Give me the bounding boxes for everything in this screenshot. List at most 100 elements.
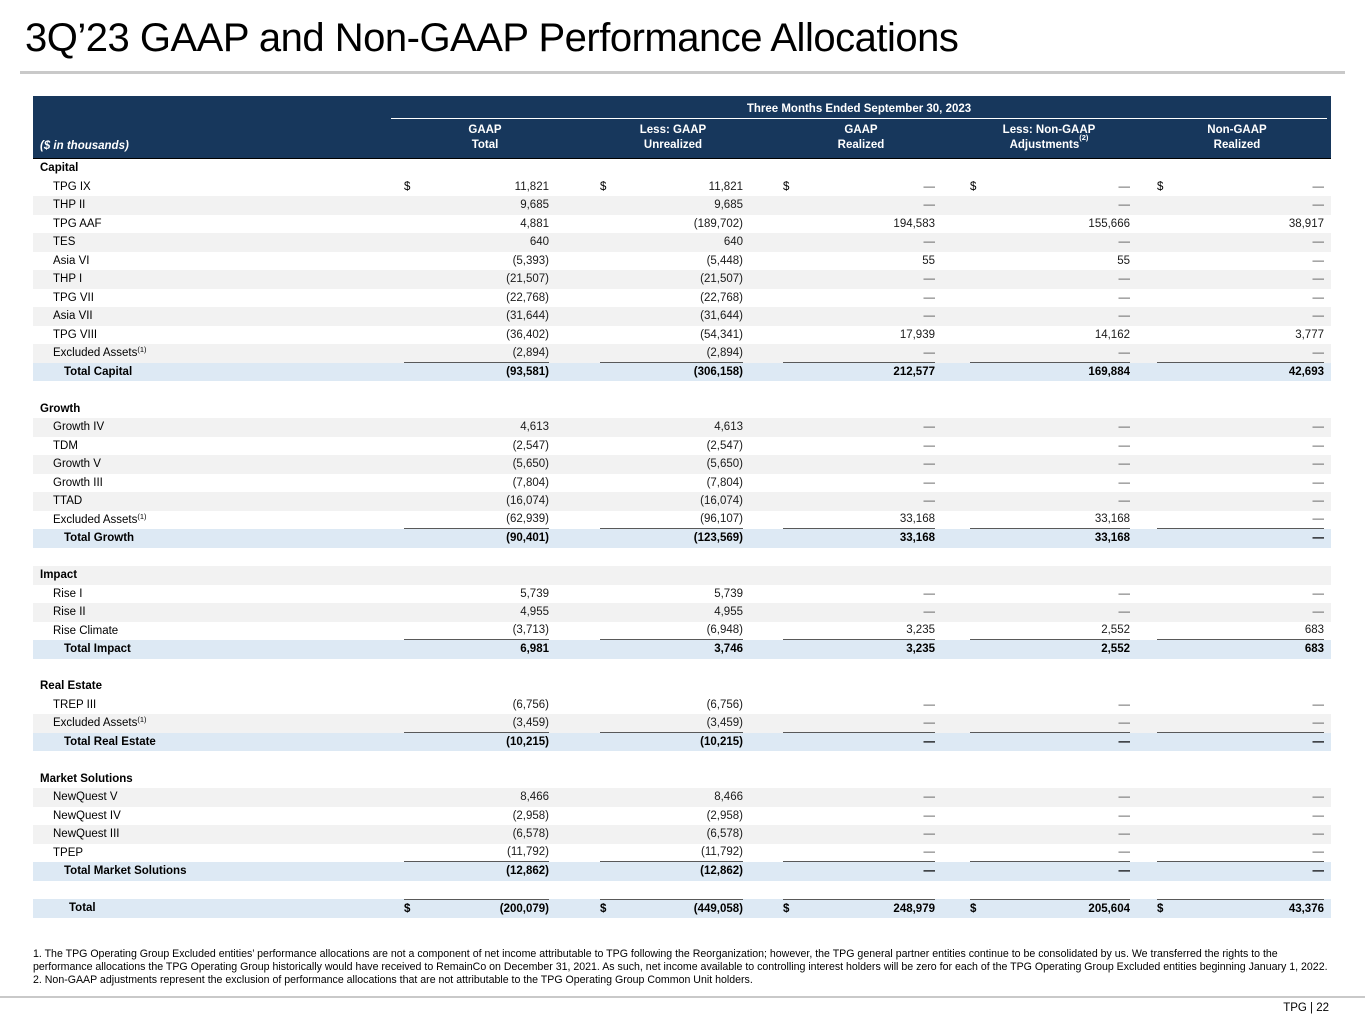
- cell-value: —: [1312, 735, 1325, 748]
- performance-allocations-table: Three Months Ended September 30, 2023 ($…: [33, 96, 1331, 918]
- value-cell: (31,644): [391, 307, 579, 326]
- cell-value: —: [923, 291, 936, 304]
- row-label: Growth III: [53, 476, 103, 489]
- value-cell: (16,074): [391, 492, 579, 511]
- row-label: Growth V: [53, 458, 101, 471]
- value-cell: —: [767, 455, 955, 474]
- cell-value: 205,604: [1088, 902, 1130, 915]
- fund-row: TDM (2,547) (2,547) — — —: [33, 437, 1331, 456]
- cell-value: —: [1118, 587, 1131, 600]
- value-cell: [767, 770, 955, 789]
- value-cell: —: [955, 344, 1143, 363]
- column-header-less-gaap-unrealized: Less: GAAP Unrealized: [639, 124, 707, 151]
- cell-value: —: [923, 495, 936, 508]
- fund-row: NewQuest IV (2,958) (2,958) — — —: [33, 807, 1331, 826]
- value-cell: —: [955, 807, 1143, 826]
- value-cell: 3,235: [767, 622, 955, 640]
- row-label: Impact: [40, 569, 78, 582]
- value-cell: (10,215): [579, 733, 767, 752]
- value-cell: (7,804): [391, 474, 579, 493]
- row-label: NewQuest III: [53, 828, 120, 841]
- cell-value: —: [923, 310, 936, 323]
- fund-row: Excluded Assets (1) (2,894) (2,894) — — —: [33, 344, 1331, 363]
- section-header-row: Growth: [33, 400, 1331, 419]
- fund-row: Asia VI (5,393) (5,448) 55 55 —: [33, 252, 1331, 271]
- value-cell: (2,547): [391, 437, 579, 456]
- cell-value: —: [1118, 495, 1131, 508]
- value-cell: —: [1143, 511, 1331, 529]
- cell-value: —: [1312, 291, 1325, 304]
- cell-value: (54,341): [700, 328, 743, 341]
- row-label: Growth IV: [53, 421, 105, 434]
- value-cell: $248,979: [767, 899, 955, 918]
- column-header-gaap-total: GAAP Total: [468, 124, 502, 151]
- value-cell: 33,168: [955, 511, 1143, 529]
- cell-value: 8,466: [520, 791, 549, 804]
- row-label: Total: [69, 902, 96, 915]
- cell-value: 11,821: [708, 180, 743, 193]
- cell-value: —: [1118, 476, 1131, 489]
- cell-value: —: [1312, 606, 1325, 619]
- value-cell: [955, 548, 1143, 567]
- cell-value: 9,685: [714, 199, 743, 212]
- dollar-sign: $: [1157, 902, 1164, 915]
- cell-value: —: [923, 698, 936, 711]
- value-cell: 683: [1143, 640, 1331, 659]
- fund-row: TPG AAF 4,881 (189,702) 194,583 155,666 38,91…: [33, 215, 1331, 234]
- cell-value: —: [1118, 828, 1131, 841]
- spacer-row: [33, 881, 1331, 900]
- fund-row: Asia VII (31,644) (31,644) — — —: [33, 307, 1331, 326]
- cell-value: 33,168: [899, 513, 935, 526]
- cell-value: (22,768): [700, 291, 743, 304]
- value-cell: 5,739: [579, 585, 767, 604]
- cell-value: —: [923, 180, 936, 193]
- cell-value: —: [1118, 716, 1131, 729]
- value-cell: —: [767, 825, 955, 844]
- value-cell: —: [767, 196, 955, 215]
- fund-row: Rise II 4,955 4,955 — — —: [33, 603, 1331, 622]
- value-cell: 640: [579, 233, 767, 252]
- row-label: TES: [53, 236, 76, 249]
- value-cell: —: [1143, 270, 1331, 289]
- row-label: [33, 381, 391, 400]
- cell-value: —: [1118, 846, 1131, 859]
- value-cell: 2,552: [955, 640, 1143, 659]
- value-cell: —: [767, 289, 955, 308]
- cell-value: —: [923, 199, 936, 212]
- value-cell: (16,074): [579, 492, 767, 511]
- cell-value: —: [1118, 439, 1131, 452]
- cell-value: —: [1312, 254, 1325, 267]
- value-cell: (21,507): [391, 270, 579, 289]
- value-cell: (5,448): [579, 252, 767, 271]
- value-cell: —: [767, 733, 955, 752]
- row-label: TREP III: [53, 698, 97, 711]
- cell-value: —: [1312, 587, 1325, 600]
- cell-value: (93,581): [506, 365, 549, 378]
- value-cell: —: [767, 862, 955, 881]
- value-cell: (5,650): [579, 455, 767, 474]
- value-cell: —: [1143, 196, 1331, 215]
- fund-row: TPG IX $11,821 $11,821 $ — $ — $ —: [33, 178, 1331, 197]
- row-label: NewQuest V: [53, 791, 118, 804]
- cell-value: —: [923, 846, 936, 859]
- value-cell: —: [1143, 289, 1331, 308]
- value-cell: —: [955, 714, 1143, 733]
- row-label: TDM: [53, 439, 78, 452]
- cell-value: 9,685: [520, 199, 549, 212]
- value-cell: 38,917: [1143, 215, 1331, 234]
- value-cell: —: [1143, 307, 1331, 326]
- value-cell: (6,578): [391, 825, 579, 844]
- cell-value: —: [1312, 476, 1325, 489]
- value-cell: (2,547): [579, 437, 767, 456]
- cell-value: 11,821: [514, 180, 549, 193]
- cell-value: —: [1312, 310, 1325, 323]
- value-cell: (62,939): [391, 511, 579, 529]
- row-label: Growth: [40, 402, 81, 415]
- fund-row: THP I (21,507) (21,507) — — —: [33, 270, 1331, 289]
- value-cell: 155,666: [955, 215, 1143, 234]
- value-cell: 3,235: [767, 640, 955, 659]
- value-cell: [579, 751, 767, 770]
- value-cell: (3,459): [579, 714, 767, 733]
- cell-value: —: [1118, 809, 1131, 822]
